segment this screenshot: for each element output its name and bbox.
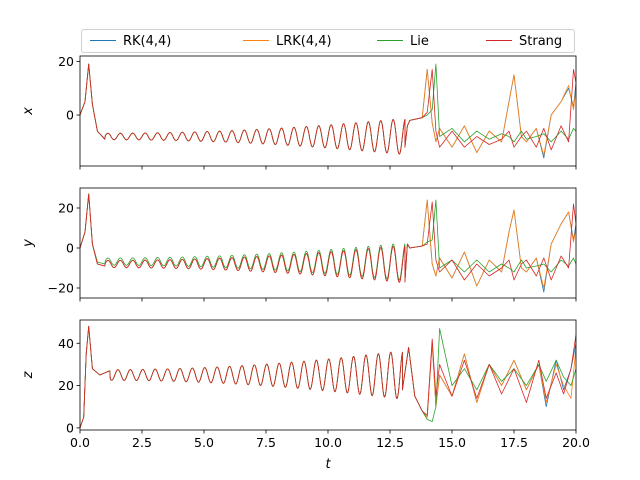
legend-label: Strang bbox=[519, 34, 563, 49]
legend-entry-rk44: RK(4,4) bbox=[90, 34, 171, 50]
x-tick-label: 2.5 bbox=[132, 435, 152, 450]
panel-x: 20 0 x bbox=[21, 54, 577, 170]
panel-z: 40 20 00.0 2.5 5.0 7.5 10.0 12.5 15.0 17.5 20.0 z bbox=[21, 319, 590, 450]
x-tick-label: 10.0 bbox=[314, 435, 342, 450]
legend-swatch-rk44 bbox=[90, 40, 116, 41]
y-axis-label-y: y bbox=[21, 239, 36, 248]
legend-label: LRK(4,4) bbox=[276, 34, 332, 49]
series-line-lie bbox=[80, 193, 576, 283]
x-tick-label: 7.5 bbox=[256, 435, 276, 450]
y-tick-label: 0 bbox=[66, 108, 74, 123]
x-tick-label: 12.5 bbox=[376, 435, 404, 450]
series-line-rk44 bbox=[80, 63, 576, 159]
axes-frame-z bbox=[79, 319, 577, 431]
y-tick-label: 0 bbox=[66, 241, 74, 256]
legend-label: RK(4,4) bbox=[123, 34, 172, 49]
legend-swatch-lrk44 bbox=[243, 40, 269, 41]
y-tick-label: 20 bbox=[58, 378, 74, 393]
y-tick-label: 0 bbox=[66, 420, 74, 435]
x-tick-label: 5.0 bbox=[194, 435, 214, 450]
y-axis-label-x: x bbox=[21, 107, 36, 116]
series-line-lie bbox=[80, 325, 576, 429]
panel-y: 20 0 −20 y bbox=[21, 187, 577, 302]
axes-frame-x bbox=[79, 55, 577, 167]
x-tick-label: 17.5 bbox=[500, 435, 528, 450]
y-axis-label-z: z bbox=[21, 370, 36, 379]
series-line-lrk44 bbox=[80, 63, 576, 156]
legend-swatch-lie bbox=[377, 40, 403, 41]
y-tick-label: 20 bbox=[58, 54, 74, 69]
plot-area-z bbox=[80, 325, 576, 429]
series-line-rk44 bbox=[80, 193, 576, 293]
x-tick-label: 20.0 bbox=[562, 435, 590, 450]
x-axis-label: t bbox=[325, 457, 331, 472]
legend-label: Lie bbox=[410, 34, 429, 49]
series-line-strang bbox=[80, 63, 576, 155]
series-line-rk44 bbox=[80, 325, 576, 429]
series-line-lrk44 bbox=[80, 325, 576, 429]
series-line-strang bbox=[80, 193, 576, 283]
series-line-strang bbox=[80, 325, 576, 429]
axes-frame-y bbox=[79, 187, 577, 299]
plot-area-y bbox=[80, 193, 576, 293]
legend-entry-lrk44: LRK(4,4) bbox=[243, 34, 332, 50]
plot-area-x bbox=[80, 63, 576, 159]
x-tick-label: 15.0 bbox=[438, 435, 466, 450]
legend-swatch-strang bbox=[486, 40, 512, 41]
chart-legend: RK(4,4) LRK(4,4) Lie Strang bbox=[81, 29, 575, 53]
legend-entry-strang: Strang bbox=[486, 34, 562, 50]
y-tick-label: 20 bbox=[58, 201, 74, 216]
y-tick-label: 40 bbox=[58, 336, 74, 351]
legend-entry-lie: Lie bbox=[377, 34, 429, 50]
series-line-lrk44 bbox=[80, 193, 576, 289]
x-tick-label: 0.0 bbox=[70, 435, 90, 450]
y-tick-label: −20 bbox=[48, 281, 74, 296]
